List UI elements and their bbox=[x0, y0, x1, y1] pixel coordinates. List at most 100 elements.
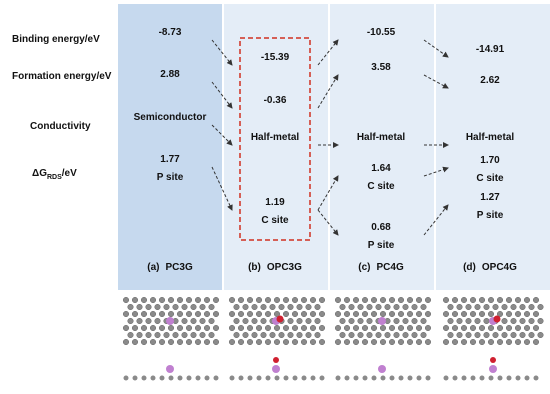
atom bbox=[447, 304, 454, 311]
atom bbox=[515, 325, 522, 332]
atom bbox=[344, 311, 351, 318]
atom bbox=[122, 311, 129, 318]
atom bbox=[456, 332, 463, 339]
column-bg bbox=[118, 4, 222, 290]
atom bbox=[199, 318, 206, 325]
atom bbox=[353, 325, 360, 332]
level-label: 1.77 bbox=[160, 154, 180, 165]
atom bbox=[158, 297, 165, 304]
atom bbox=[242, 332, 249, 339]
atom bbox=[190, 318, 197, 325]
atom bbox=[296, 304, 303, 311]
atom bbox=[389, 297, 396, 304]
atom bbox=[470, 339, 477, 346]
atom bbox=[203, 297, 210, 304]
atom bbox=[283, 311, 290, 318]
atom bbox=[228, 311, 235, 318]
atom bbox=[136, 318, 143, 325]
atom bbox=[122, 339, 129, 346]
atom bbox=[301, 297, 308, 304]
atom bbox=[375, 332, 382, 339]
atom bbox=[260, 332, 267, 339]
atom-side bbox=[344, 375, 350, 381]
atom bbox=[278, 304, 285, 311]
atom bbox=[319, 297, 326, 304]
atom bbox=[310, 311, 317, 318]
dopant-side bbox=[166, 365, 174, 373]
atom bbox=[474, 332, 481, 339]
connector bbox=[317, 39, 339, 66]
connector bbox=[317, 209, 339, 236]
atom bbox=[172, 332, 179, 339]
atom bbox=[357, 332, 364, 339]
atom bbox=[452, 325, 459, 332]
atom bbox=[158, 311, 165, 318]
atom bbox=[524, 311, 531, 318]
column-letter: (b) bbox=[248, 262, 261, 273]
atom-side bbox=[335, 375, 341, 381]
atom bbox=[452, 297, 459, 304]
atom bbox=[292, 297, 299, 304]
atom bbox=[140, 297, 147, 304]
atom bbox=[194, 339, 201, 346]
atom bbox=[380, 297, 387, 304]
atom bbox=[292, 339, 299, 346]
row-label: Conductivity bbox=[30, 121, 91, 132]
atom bbox=[181, 332, 188, 339]
dg-main: ΔG bbox=[32, 168, 47, 179]
atom-side bbox=[132, 375, 138, 381]
atom bbox=[140, 311, 147, 318]
atom bbox=[443, 311, 450, 318]
atom bbox=[461, 325, 468, 332]
atom bbox=[136, 332, 143, 339]
atom bbox=[519, 304, 526, 311]
column-name: PC4G bbox=[377, 262, 404, 273]
site-label: P site bbox=[368, 240, 395, 251]
atom-side bbox=[389, 375, 395, 381]
atom bbox=[447, 318, 454, 325]
atom bbox=[371, 339, 378, 346]
atom bbox=[122, 325, 129, 332]
atom bbox=[339, 318, 346, 325]
column-label: (d) OPC4G bbox=[463, 262, 517, 273]
atom bbox=[528, 318, 535, 325]
atom bbox=[492, 332, 499, 339]
atom bbox=[233, 332, 240, 339]
atom bbox=[353, 311, 360, 318]
atom-side bbox=[461, 375, 467, 381]
atom-side bbox=[319, 375, 325, 381]
level-label: 1.19 bbox=[265, 197, 285, 208]
column-letter: (c) bbox=[358, 262, 370, 273]
atom bbox=[233, 318, 240, 325]
structures bbox=[122, 297, 544, 381]
atom bbox=[292, 325, 299, 332]
site-label: P site bbox=[157, 172, 184, 183]
dg-unit: /eV bbox=[62, 168, 77, 179]
connector bbox=[317, 175, 339, 211]
atom bbox=[260, 304, 267, 311]
atom bbox=[246, 339, 253, 346]
atom bbox=[140, 325, 147, 332]
atom bbox=[371, 325, 378, 332]
atom bbox=[470, 297, 477, 304]
atom bbox=[237, 339, 244, 346]
atom bbox=[519, 318, 526, 325]
atom bbox=[357, 318, 364, 325]
atom bbox=[167, 311, 174, 318]
atom bbox=[237, 325, 244, 332]
atom bbox=[371, 297, 378, 304]
atom bbox=[452, 339, 459, 346]
connector bbox=[211, 39, 233, 66]
atom bbox=[398, 297, 405, 304]
atom bbox=[528, 304, 535, 311]
atom bbox=[537, 318, 544, 325]
atom bbox=[185, 325, 192, 332]
atom bbox=[149, 297, 156, 304]
atom bbox=[443, 339, 450, 346]
atom bbox=[420, 304, 427, 311]
atom-side bbox=[186, 375, 192, 381]
atom bbox=[506, 325, 513, 332]
atom bbox=[203, 339, 210, 346]
column-name: PC3G bbox=[166, 262, 193, 273]
atom bbox=[366, 318, 373, 325]
